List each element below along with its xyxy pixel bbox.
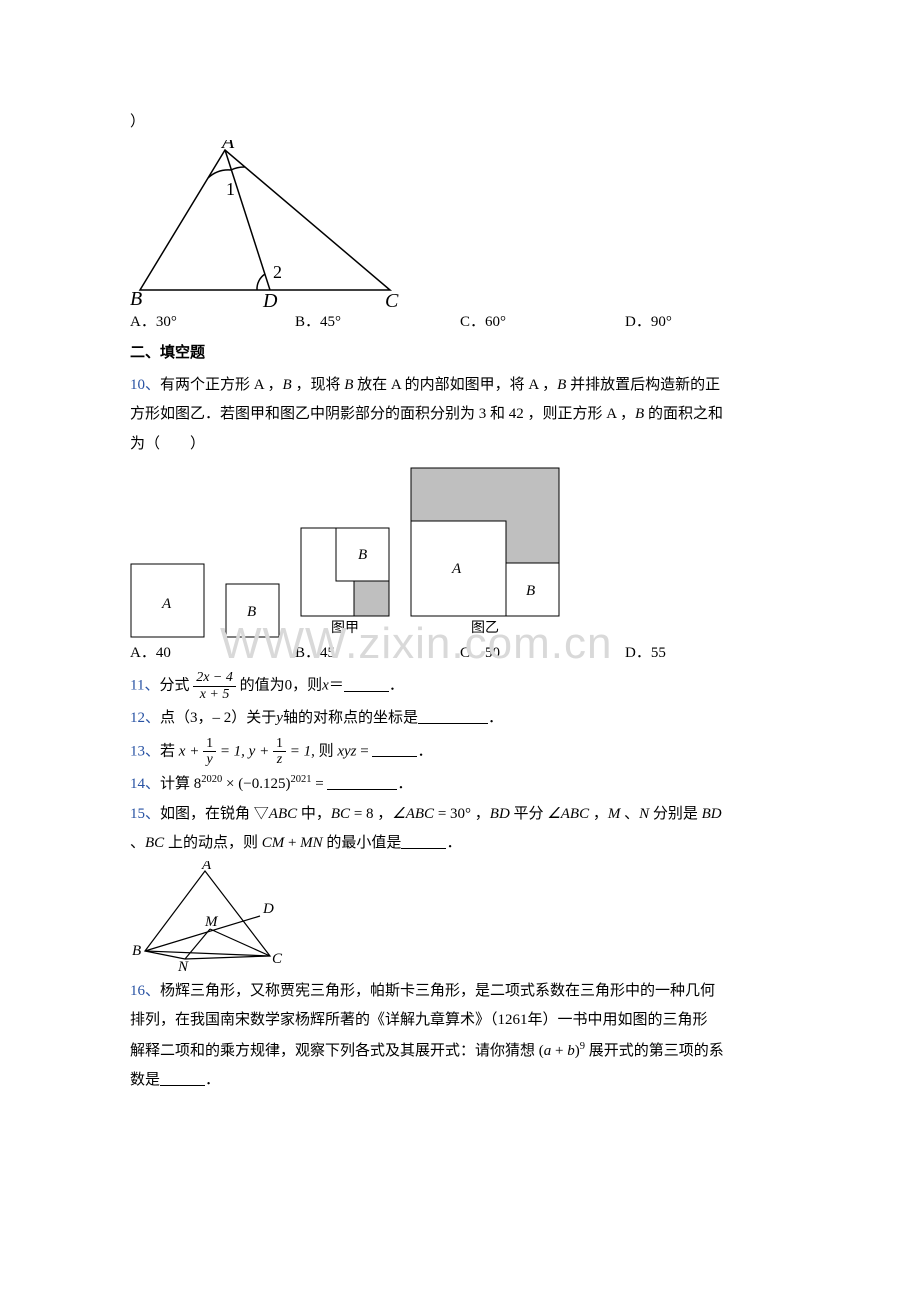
q16-line3: 解释二项和的乘方规律，观察下列各式及其展开式：请你猜想 (a + b)9 展开式… (130, 1038, 790, 1065)
svg-text:M: M (204, 914, 219, 930)
q14: 14、计算 82020 × (−0.125)2021 = ． (130, 771, 790, 798)
q10-line1: 10、有两个正方形 A ，B ，现将 B 放在 A 的内部如图甲，将 A ，B … (130, 373, 790, 399)
svg-text:A: A (451, 561, 462, 577)
q15-line2: 、BC 上的动点，则 CM + MN 的最小值是． (130, 831, 790, 857)
label-B: B (130, 288, 142, 310)
svg-text:N: N (177, 959, 189, 971)
label-angle-2: 2 (273, 262, 282, 282)
q16-line2: 排列，在我国南宋数学家杨辉所著的《详解九章算术》（1261年）一书中用如图的三角… (130, 1008, 790, 1034)
q11-blank (344, 676, 389, 692)
q12-num: 12、 (130, 710, 160, 726)
q15-line1: 15、如图，在锐角 ▽ABC 中，BC = 8 ，∠ABC = 30° ，BD … (130, 802, 790, 828)
q12-blank (418, 708, 488, 724)
q15-num: 15、 (130, 806, 160, 822)
caption-yi: 图乙 (410, 617, 560, 641)
q10-opt-b: B．45 (295, 641, 460, 667)
q12: 12、点（3，– 2）关于y轴的对称点的坐标是． (130, 706, 790, 732)
q13-blank (372, 741, 417, 757)
square-B-standalone: B (225, 566, 280, 641)
q15-blank (401, 833, 446, 849)
q11: 11、分式 2x − 4x + 5 的值为0，则x＝． (130, 670, 790, 702)
label-D: D (262, 290, 278, 310)
triangle-bdmn-fig: A B C D M N (130, 861, 310, 971)
q10-opt-c: C．50 (460, 641, 625, 667)
q10-num: 10、 (130, 377, 160, 393)
q10-line2: 方形如图乙．若图甲和图乙中阴影部分的面积分别为 3 和 42 ，则正方形 A ，… (130, 402, 790, 428)
fig-yi: A B (410, 467, 560, 617)
q9-opt-b: B．45° (295, 310, 460, 336)
svg-text:B: B (526, 583, 535, 599)
q9-options: A．30° B．45° C．60° D．90° (130, 310, 790, 336)
q10-line3: 为（ ） (130, 432, 790, 458)
q10-options: A．40 B．45 C．50 D．55 (130, 641, 790, 667)
caption-jia: 图甲 (300, 617, 390, 641)
q16-blank (160, 1070, 205, 1086)
q16-line1: 16、杨辉三角形，又称贾宪三角形，帕斯卡三角形，是二项式系数在三角形中的一种几何 (130, 979, 790, 1005)
svg-text:A: A (161, 596, 172, 612)
q13-num: 13、 (130, 743, 160, 759)
svg-text:A: A (201, 861, 212, 873)
triangle-abc-fig: A B D C 1 2 (130, 140, 410, 310)
q16-num: 16、 (130, 983, 160, 999)
fig-jia: B (300, 527, 390, 617)
q9-opt-c: C．60° (460, 310, 625, 336)
square-A-standalone: A (130, 546, 205, 641)
svg-text:D: D (262, 901, 274, 917)
section-2-title: 二、填空题 (130, 341, 790, 367)
svg-text:B: B (132, 943, 141, 959)
q14-blank (327, 774, 397, 790)
q9-remainder-paren: ） (130, 110, 790, 136)
q14-num: 14、 (130, 776, 160, 792)
q10-opt-d: D．55 (625, 641, 790, 667)
q10-opt-a: A．40 (130, 641, 295, 667)
q16-line4: 数是． (130, 1068, 790, 1094)
q9-opt-d: D．90° (625, 310, 790, 336)
q13: 13、若 x + 1y = 1, y + 1z = 1, 则 xyz = ． (130, 736, 790, 768)
svg-text:C: C (272, 951, 283, 967)
svg-text:B: B (358, 547, 367, 563)
label-C: C (385, 290, 399, 310)
q9-opt-a: A．30° (130, 310, 295, 336)
svg-text:B: B (247, 604, 256, 620)
q11-num: 11、 (130, 678, 159, 694)
label-angle-1: 1 (226, 179, 235, 199)
label-A: A (220, 140, 235, 153)
